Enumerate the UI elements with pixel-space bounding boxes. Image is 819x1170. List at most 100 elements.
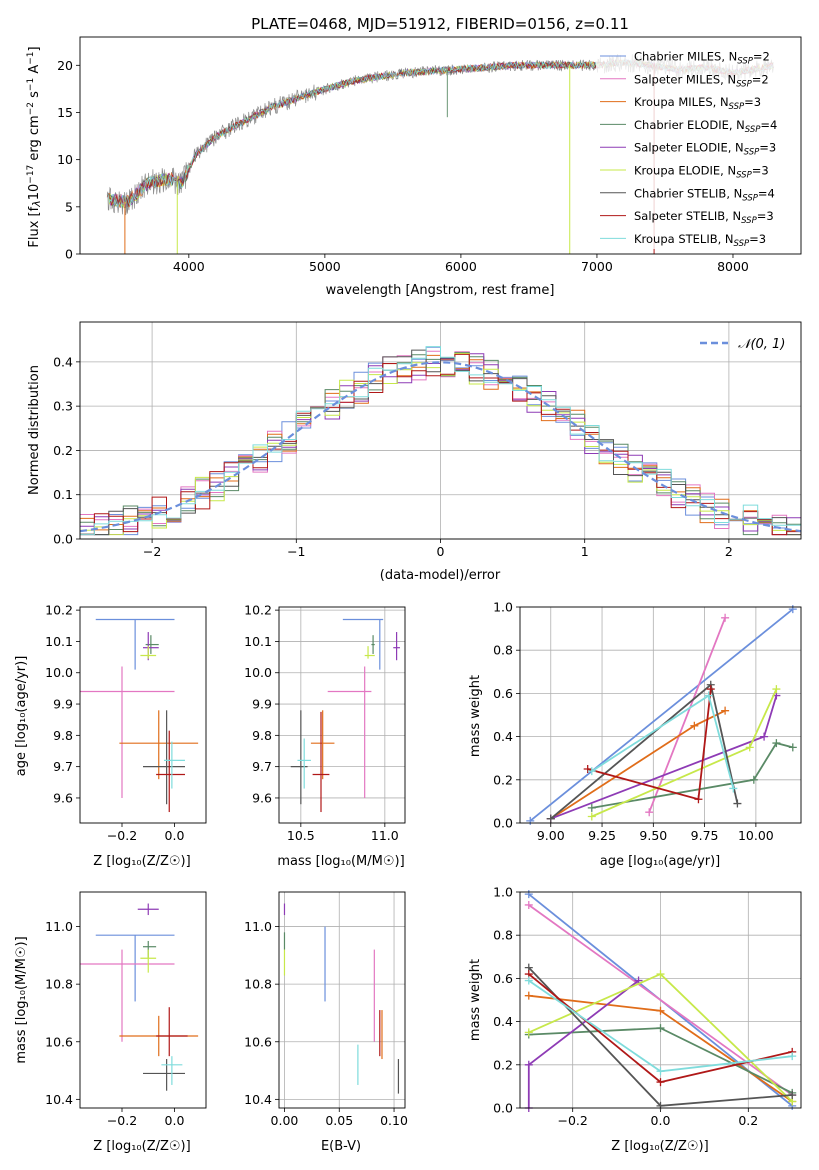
weight-vs-age-marker-8-2 <box>694 795 703 804</box>
reference-normal-curve <box>80 361 801 533</box>
residuals-xlabel: (data-model)/error <box>380 568 501 583</box>
age-vs-Z-plot: −0.2 0.0 9.6 9.7 9.8 9.9 10.0 10.1 10.2 <box>45 603 207 843</box>
spectrum-xtick-label-2: 6000 <box>445 259 477 274</box>
age-vs-mass-ytick-label-5: 10.1 <box>244 634 272 649</box>
weight-vs-age-marker-2-2 <box>721 613 730 622</box>
age-vs-mass-ytick-label-6: 10.2 <box>244 603 272 618</box>
mass-vs-ebv-xtick-label-0: 0.00 <box>271 1113 299 1128</box>
age-vs-Z-ytick-label-2: 9.8 <box>53 728 73 743</box>
weight-vs-age-series-1 <box>529 608 794 822</box>
mass-vs-ebv-ytick-label-0: 10.4 <box>244 1092 272 1107</box>
age-vs-Z-ytick-label-1: 9.7 <box>53 759 73 774</box>
weight-vs-age-series-9 <box>591 694 735 789</box>
mass-vs-Z-points <box>80 903 199 1091</box>
weight-vs-Z-ytick-label-4: 0.8 <box>493 928 513 943</box>
weight-vs-age-marker-3-3 <box>721 706 730 715</box>
spectrum-xtick-label-4: 8000 <box>717 259 749 274</box>
residuals-panel: (data-model)/error Normed distribution −… <box>27 321 802 583</box>
age-vs-Z-ytick-label-3: 9.9 <box>53 697 73 712</box>
residuals-xtick-label-1: −1 <box>287 544 305 559</box>
age-vs-Z-xtick-label-1: 0.0 <box>165 828 185 843</box>
residuals-xtick-label-0: −2 <box>143 544 161 559</box>
weight-vs-age-series-2 <box>648 617 726 813</box>
weight-vs-age-ytick-label-3: 0.6 <box>493 686 513 701</box>
weight-vs-Z-marker-9-2 <box>656 1067 665 1076</box>
residuals-ytick-label-4: 0.4 <box>53 354 73 369</box>
weight-vs-age-plot: 9.00 9.25 9.50 9.75 10.00 0.0 0.2 0.4 0.6 0.8 1.0 <box>493 600 802 843</box>
mass-vs-Z-ytick-label-2: 10.8 <box>45 977 73 992</box>
weight-vs-age-marker-9-2 <box>704 691 713 700</box>
mass-vs-Z-ylabel: mass [log₁₀(M/M☉)] <box>14 936 29 1063</box>
legend-label-5: Salpeter ELODIE, NSSP=3 <box>634 141 776 158</box>
mass-vs-Z-xtick-label-0: −0.2 <box>107 1113 137 1128</box>
legend-label-1: Chabrier MILES, NSSP=2 <box>634 50 770 67</box>
legend-label-9: Kroupa STELIB, NSSP=3 <box>634 232 766 249</box>
legend-label-4: Chabrier ELODIE, NSSP=4 <box>634 118 777 135</box>
mass-vs-Z-ytick-label-0: 10.4 <box>45 1092 73 1107</box>
weight-vs-Z-marker-5-2 <box>524 1060 533 1069</box>
weight-vs-Z-marker-7-2 <box>656 1101 665 1110</box>
age-vs-Z-ytick-label-5: 10.1 <box>45 634 73 649</box>
mass-vs-ebv-ytick-label-2: 10.8 <box>244 977 272 992</box>
weight-vs-age-marker-3-2 <box>690 721 699 730</box>
weight-vs-Z-marker-4-2 <box>656 1024 665 1033</box>
age-vs-Z-ytick-label-6: 10.2 <box>45 603 73 618</box>
weight-vs-age-marker-6-2 <box>745 743 754 752</box>
age-vs-mass-xtick-label-1: 11.0 <box>371 828 399 843</box>
legend-label-6: Kroupa ELODIE, NSSP=3 <box>634 164 769 181</box>
weight-vs-age-marker-4-1 <box>587 803 596 812</box>
weight-vs-age-xtick-label-0: 9.00 <box>537 828 565 843</box>
weight-vs-Z-panel: Z [log₁₀(Z/Z☉)] mass weight <box>468 959 709 1154</box>
histogram-model-1 <box>80 346 801 536</box>
spectrum-ytick-label-0: 0 <box>65 247 73 262</box>
age-vs-Z-frame <box>79 606 207 824</box>
spectrum-xtick-label-0: 4000 <box>173 259 205 274</box>
age-vs-mass-ytick-label-4: 10.0 <box>244 665 272 680</box>
weight-vs-age-ytick-label-0: 0.0 <box>493 816 513 831</box>
weight-vs-age-marker-6-3 <box>772 685 781 694</box>
weight-vs-Z-frame <box>519 891 802 1109</box>
weight-vs-age-marker-6-1 <box>587 812 596 821</box>
weight-vs-Z-ylabel: mass weight <box>468 959 483 1041</box>
histogram-steps <box>80 346 801 536</box>
spectrum-panel: wavelength [Angstrom, rest frame] Flux [… <box>26 36 802 298</box>
age-vs-Z-xtick-label-0: −0.2 <box>107 828 137 843</box>
mass-vs-Z-panel: Z [log₁₀(Z/Z☉)] mass [log₁₀(M/M☉)] <box>14 936 191 1154</box>
weight-vs-Z-marker-7-3 <box>788 1091 797 1100</box>
age-vs-mass-plot: 10.5 11.0 9.6 9.7 9.8 9.9 10.0 10.1 10.2 <box>244 603 406 843</box>
weight-vs-age-ylabel: mass weight <box>468 675 483 757</box>
spectrum-ytick-label-2: 10 <box>57 152 73 167</box>
weight-vs-Z-marker-2-1 <box>524 900 533 909</box>
weight-vs-age-xtick-label-2: 9.50 <box>639 828 667 843</box>
spectrum-xtick-label-1: 5000 <box>309 259 341 274</box>
mass-vs-Z-ytick-label-3: 11.0 <box>45 919 73 934</box>
spectrum-xtick-label-3: 7000 <box>581 259 613 274</box>
residuals-legend: 𝒩(0, 1) <box>700 337 785 352</box>
weight-vs-Z-series-2 <box>528 904 793 1096</box>
mass-vs-ebv-xtick-label-1: 0.05 <box>325 1113 353 1128</box>
residuals-ytick-label-0: 0.0 <box>53 532 73 547</box>
age-vs-mass-ytick-label-1: 9.7 <box>252 759 272 774</box>
weight-vs-Z-ytick-label-0: 0.0 <box>493 1101 513 1116</box>
residuals-ytick-label-1: 0.1 <box>53 487 73 502</box>
residuals-xtick-label-3: 1 <box>581 544 589 559</box>
age-vs-Z-ylabel: age [log₁₀(age/yr)] <box>14 656 29 777</box>
mass-vs-ebv-plot: 0.00 0.05 0.10 10.4 10.6 10.8 11.0 <box>244 891 408 1128</box>
spectrum-ytick-label-1: 5 <box>65 199 73 214</box>
spectrum-legend-box <box>596 44 794 249</box>
weight-vs-age-marker-1-2 <box>788 605 797 614</box>
weight-vs-age-frame <box>519 606 802 824</box>
age-vs-mass-frame <box>278 606 406 824</box>
weight-vs-age-marker-7-3 <box>733 799 742 808</box>
weight-vs-age-marker-5-2 <box>760 732 769 741</box>
age-vs-Z-ytick-label-0: 9.6 <box>53 790 73 805</box>
weight-vs-Z-ytick-label-5: 1.0 <box>493 885 513 900</box>
age-vs-mass-xtick-label-0: 10.5 <box>287 828 315 843</box>
weight-vs-age-xtick-label-3: 9.75 <box>691 828 719 843</box>
weight-vs-age-ytick-label-5: 1.0 <box>493 600 513 615</box>
mass-vs-ebv-points <box>283 903 400 1094</box>
legend-label-8: Salpeter STELIB, NSSP=3 <box>634 209 774 226</box>
mass-vs-ebv-ytick-label-1: 10.6 <box>244 1034 272 1049</box>
weight-vs-Z-plot: −0.2 0.0 0.2 0.0 0.2 0.4 0.6 0.8 1.0 <box>493 885 802 1128</box>
